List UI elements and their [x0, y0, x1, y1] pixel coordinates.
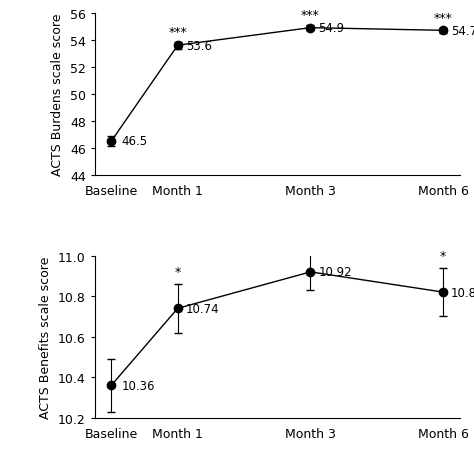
- Text: 10.82: 10.82: [451, 286, 474, 299]
- Text: 54.9: 54.9: [319, 22, 345, 35]
- Text: *: *: [174, 266, 181, 279]
- Text: 53.6: 53.6: [186, 39, 212, 53]
- Text: 10.92: 10.92: [319, 266, 352, 279]
- Text: 10.74: 10.74: [186, 302, 219, 315]
- Text: 46.5: 46.5: [121, 135, 147, 148]
- Y-axis label: ACTS Burdens scale score: ACTS Burdens scale score: [51, 13, 64, 176]
- Text: 10.36: 10.36: [121, 379, 155, 392]
- Text: 54.7: 54.7: [451, 25, 474, 38]
- Text: **: **: [0, 458, 1, 459]
- Text: ***: ***: [301, 9, 320, 22]
- Text: *: *: [440, 250, 447, 263]
- Y-axis label: ACTS Benefits scale score: ACTS Benefits scale score: [39, 256, 52, 418]
- Text: ***: ***: [434, 11, 453, 24]
- Text: ***: ***: [168, 26, 187, 39]
